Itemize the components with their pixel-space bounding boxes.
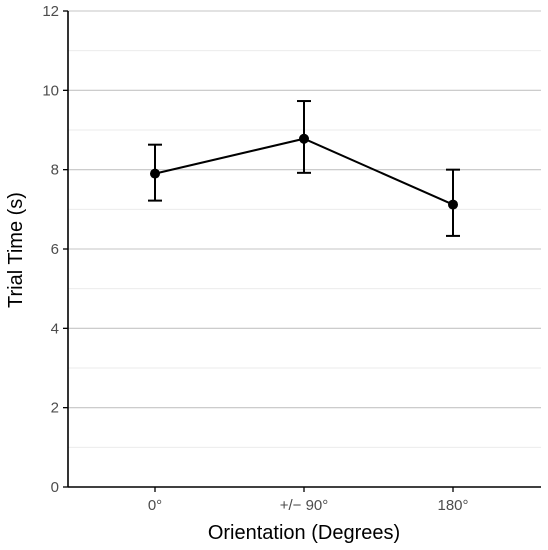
x-tick-label: +/− 90° [280,497,329,514]
y-axis-title: Trial Time (s) [5,192,27,308]
y-tick-label: 6 [51,241,59,258]
x-axis-title: Orientation (Degrees) [208,522,400,544]
y-tick-label: 2 [51,400,59,417]
y-tick-label: 10 [42,82,59,99]
y-tick-label: 8 [51,162,59,179]
data-point [299,133,309,144]
x-axis-ticks: 0° +/− 90° 180° [148,487,469,514]
y-tick-label: 0 [51,479,59,496]
data-point [150,168,160,179]
y-tick-label: 4 [51,320,59,337]
series [148,100,460,237]
x-tick-label: 180° [437,497,468,514]
x-tick-label: 0° [148,497,162,514]
data-point [448,199,458,210]
y-axis-ticks: 0 2 4 6 8 10 12 [42,3,68,496]
y-tick-label: 12 [42,3,59,20]
